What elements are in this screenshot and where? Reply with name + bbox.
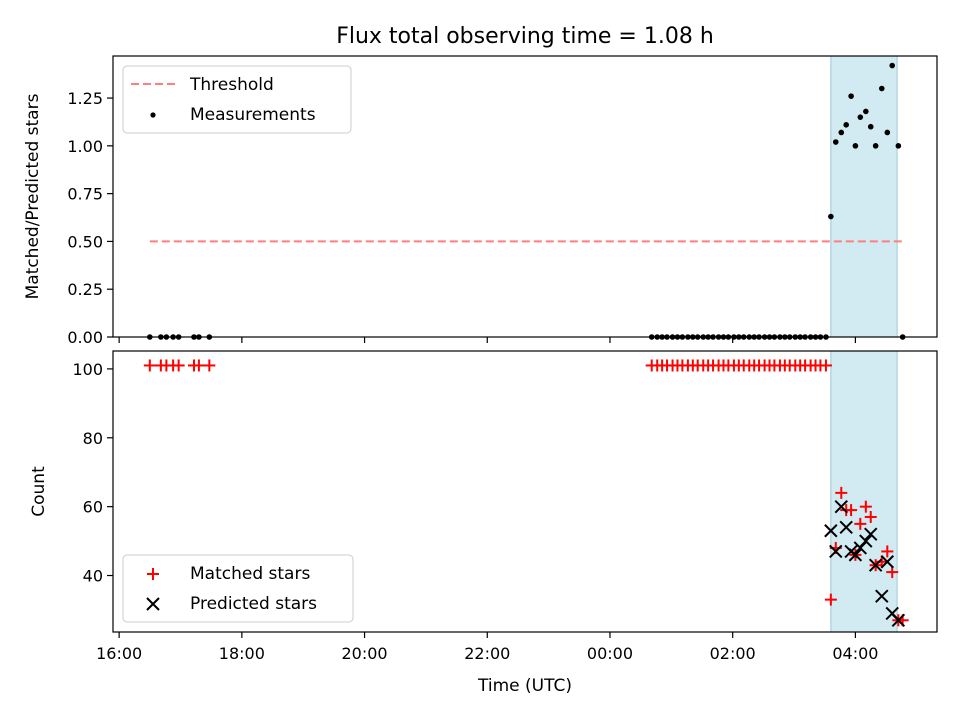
- matched-stars-points: [143, 359, 909, 627]
- y-tick-label: 40: [83, 567, 103, 586]
- measurement-point: [848, 93, 854, 99]
- matched-star-marker: [881, 545, 894, 558]
- predicted-star-stroke-b: [848, 548, 863, 562]
- predicted-star-stroke-b: [839, 520, 853, 535]
- y-tick-label: 100: [72, 360, 103, 379]
- bottom-y-ticks: 40 60 80 100: [72, 360, 113, 586]
- threshold-legend-label: Threshold: [189, 75, 274, 95]
- bottom-legend: Matched stars Predicted stars: [122, 554, 354, 623]
- predicted-star-marker: [875, 589, 889, 603]
- measurement-point: [843, 122, 849, 128]
- matched-star-marker: [864, 510, 877, 523]
- matched-star-marker: [859, 500, 872, 513]
- matched-star-marker: [192, 359, 205, 372]
- matched-star-marker: [172, 359, 185, 372]
- predicted-star-marker: [868, 558, 883, 572]
- predicted-star-stroke-b: [891, 613, 906, 627]
- measurement-point: [867, 123, 874, 130]
- predicted-legend-label: Predicted stars: [190, 594, 317, 614]
- predicted-star-marker: [848, 548, 863, 562]
- matched-star-marker: [845, 504, 858, 517]
- predicted-star-marker: [864, 527, 878, 541]
- y-tick-label: 0.00: [67, 328, 103, 347]
- matched-legend-label: Matched stars: [190, 564, 310, 584]
- matched-star-marker: [854, 517, 867, 530]
- matched-star-marker: [886, 566, 899, 579]
- top-legend-box: [122, 65, 352, 134]
- measurement-point: [863, 108, 869, 115]
- matched-star-marker: [835, 486, 848, 499]
- predicted-star-stroke-b: [829, 544, 843, 559]
- observing-window-shade-top: [830, 55, 898, 338]
- y-tick-label: 1.25: [67, 89, 103, 108]
- measurements-legend-label: Measurements: [190, 105, 316, 125]
- predicted-star-stroke-b: [875, 589, 889, 603]
- bottom-legend-box: [122, 554, 354, 623]
- predicted-star-stroke-b: [864, 527, 878, 541]
- predicted-star-stroke-b: [859, 534, 873, 548]
- measurement-point: [832, 139, 839, 145]
- top-y-ticks: 0.00 0.25 0.50 0.75 1.00 1.25: [67, 89, 113, 347]
- x-tick-label: 18:00: [219, 644, 265, 663]
- y-tick-label: 60: [83, 498, 103, 517]
- predicted-star-stroke-b: [834, 499, 848, 514]
- y-tick-label: 80: [83, 429, 103, 448]
- x-tick-label: 04:00: [832, 644, 878, 663]
- y-tick-label: 0.50: [67, 232, 103, 251]
- y-tick-label: 0.75: [67, 185, 103, 204]
- matched-star-marker: [819, 359, 832, 372]
- ratio-panel: 0.00 0.25 0.50 0.75 1.00 1.25 Matched/Predict…: [23, 55, 938, 347]
- measurement-point: [895, 143, 902, 149]
- predicted-star-marker: [891, 613, 906, 627]
- predicted-star-marker: [880, 555, 895, 569]
- predicted-star-marker: [859, 534, 873, 548]
- predicted-star-stroke-b: [885, 606, 899, 621]
- x-axis-label: Time (UTC): [477, 676, 572, 696]
- measurement-point: [857, 114, 864, 120]
- measurement-point: [878, 85, 885, 92]
- y-tick-label: 0.25: [67, 280, 103, 299]
- x-tick-label: 22:00: [464, 644, 510, 663]
- top-y-axis-label: Matched/Predicted stars: [23, 93, 43, 299]
- measurement-point: [889, 62, 896, 69]
- predicted-star-stroke-b: [824, 524, 838, 538]
- predicted-legend-swatch: [146, 597, 160, 611]
- predicted-star-marker: [834, 499, 848, 514]
- matched-legend-swatch: [147, 568, 159, 580]
- predicted-star-stroke-b: [880, 555, 895, 569]
- measurement-point: [828, 213, 834, 220]
- top-axes-frame: [112, 55, 938, 338]
- measurements-legend-swatch: [150, 112, 156, 118]
- x-tick-label: 16:00: [96, 644, 142, 663]
- bottom-x-ticks: 16:00 18:00 20:00 22:00 00:00 02:00 04:00: [96, 632, 878, 663]
- bottom-y-axis-label: Count: [29, 466, 49, 517]
- x-tick-label: 00:00: [587, 644, 633, 663]
- predicted-star-marker: [839, 520, 853, 535]
- top-x-ticks: [118, 337, 856, 343]
- matched-star-marker: [143, 359, 156, 372]
- measurement-point: [852, 143, 859, 149]
- bottom-axes-frame: [112, 350, 938, 633]
- matched-star-marker: [824, 593, 837, 606]
- count-panel: 40 60 80 100 16:00 18:00 20:00 22:00 00:00 02:00…: [29, 350, 938, 696]
- y-tick-label: 1.00: [67, 137, 103, 156]
- chart-title: Flux total observing time = 1.08 h: [336, 24, 714, 49]
- measurement-point: [838, 129, 845, 136]
- measurement-point: [884, 129, 891, 136]
- measurement-point: [872, 143, 879, 149]
- predicted-stars-points: [824, 499, 906, 627]
- predicted-star-marker: [824, 524, 838, 538]
- matched-star-marker: [203, 359, 216, 372]
- x-tick-label: 20:00: [342, 644, 388, 663]
- x-tick-label: 02:00: [710, 644, 756, 663]
- top-legend: Threshold Measurements: [122, 65, 352, 134]
- predicted-star-marker: [829, 544, 843, 559]
- predicted-star-stroke-b: [868, 558, 883, 572]
